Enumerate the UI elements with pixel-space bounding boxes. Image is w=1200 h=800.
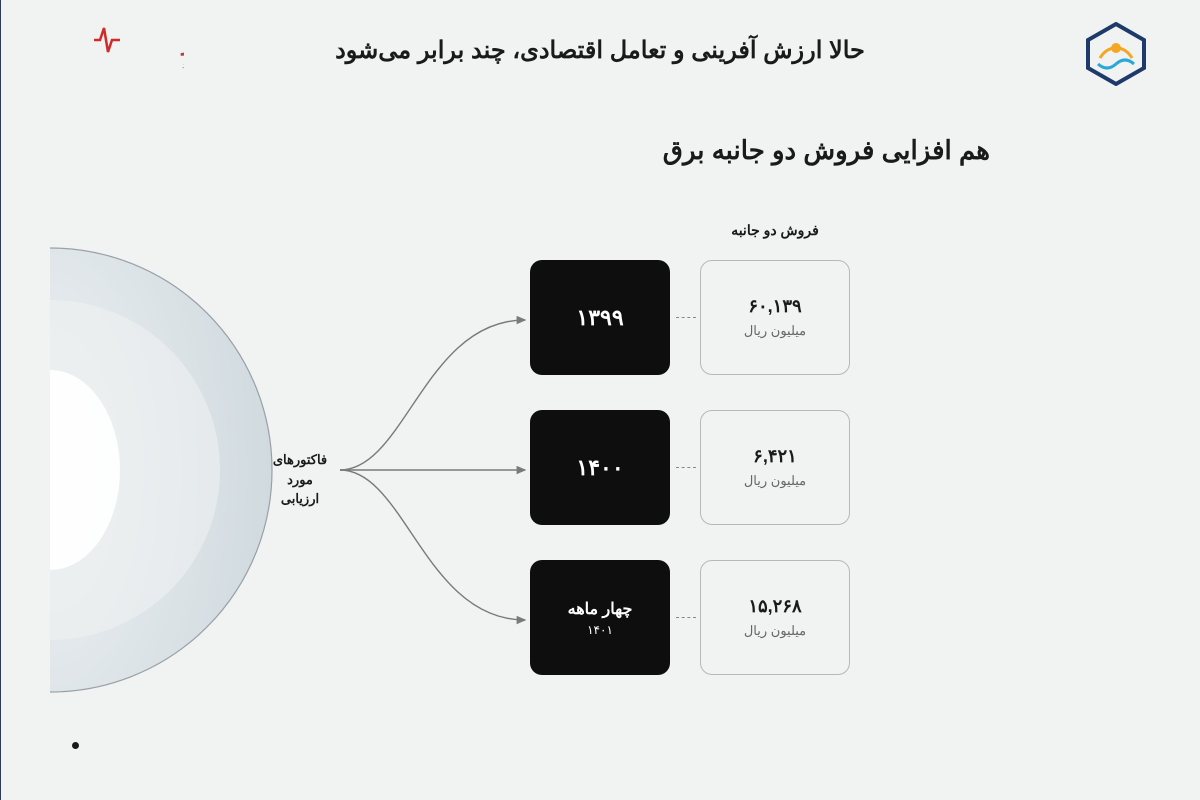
year-label: ۱۳۹۹ [576,305,623,331]
connector-dash [676,317,696,318]
value-unit: میلیون ریال [744,473,806,489]
source-label-line1: فاکتورهای [273,452,327,467]
source-label-line2: مورد [287,472,313,487]
source-label: فاکتورهای مورد ارزیابی [255,450,345,509]
value-box: ۶,۴۲۱ میلیون ریال [700,410,850,525]
year-label: ۱۴۰۰ [576,455,623,481]
year-column: ۱۳۹۹ ۱۴۰۰ چهار ماهه ۱۴۰۱ [530,260,670,710]
year-label: چهار ماهه [568,599,633,619]
year-box: ۱۳۹۹ [530,260,670,375]
value-number: ۶,۴۲۱ [753,446,797,467]
source-label-line3: ارزیابی [281,491,319,506]
year-box: چهار ماهه ۱۴۰۱ [530,560,670,675]
value-column: ۶۰,۱۳۹ میلیون ریال ۶,۴۲۱ میلیون ریال ۱۵,… [700,260,850,710]
connector-dash [676,467,696,468]
side-rail [0,0,40,800]
year-sublabel: ۱۴۰۱ [587,623,613,637]
value-number: ۶۰,۱۳۹ [748,296,801,317]
value-number: ۱۵,۲۶۸ [748,596,801,617]
pagination-dot [72,742,79,749]
value-column-header: فروش دو جانبه [700,222,850,239]
connectors [335,260,535,680]
value-box: ۱۵,۲۶۸ میلیون ریال [700,560,850,675]
value-unit: میلیون ریال [744,623,806,639]
connector-dash [676,617,696,618]
year-box: ۱۴۰۰ [530,410,670,525]
sub-title: هم افزایی فروش دو جانبه برق [663,135,990,166]
value-box: ۶۰,۱۳۹ میلیون ریال [700,260,850,375]
value-unit: میلیون ریال [744,323,806,339]
main-title: حالا ارزش آفرینی و تعامل اقتصادی، چند بر… [0,36,1200,65]
